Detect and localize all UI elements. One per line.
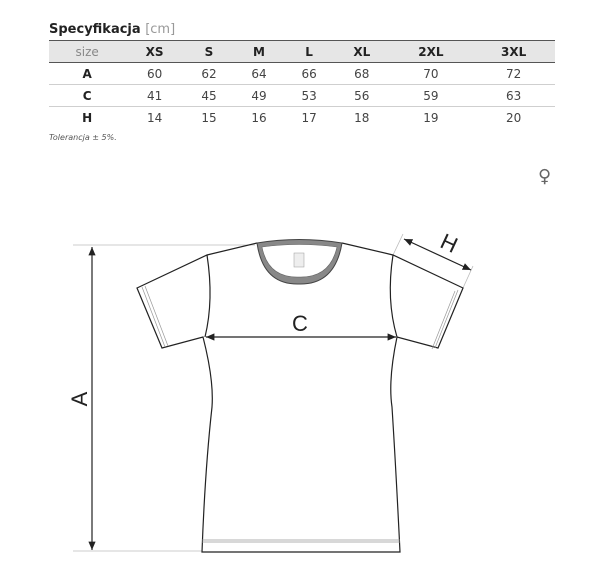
table-cell: 14 [146,110,163,125]
table-cell: 70 [389,62,473,85]
header-cell: XL [334,40,390,63]
header-size: size [49,40,126,63]
table-cell: 59 [389,84,473,107]
table-row: C 41 45 49 53 56 59 63 [49,84,555,107]
size-table: size XS S M L XL 2XL 3XL A 60 62 64 66 68 70 72… [49,40,555,128]
table-cell: 45 [183,84,234,107]
table-header-row: size XS S M L XL 2XL 3XL [49,40,555,63]
brand-label-icon [293,252,305,268]
table-cell: 15 [201,110,217,125]
header-cell: S [183,40,234,63]
tshirt-outline [136,242,464,553]
table-cell: 63 [472,84,555,107]
tolerance-note: Tolerancja ± 5%. [49,133,117,142]
table-row: H 14 15 16 17 18 19 20 [49,107,555,129]
table-cell: 64 [233,62,285,85]
table-cell: 53 [284,84,335,107]
table-cell: 41 [125,84,184,107]
header-cell: 3XL [472,40,555,63]
header-cell: XS [125,40,184,63]
table-cell: 72 [472,62,555,85]
table-cell: 19 [423,110,439,125]
table-cell: 17 [301,110,317,125]
h-extension-2 [462,265,474,289]
table-cell: 56 [334,84,390,107]
header-cell: L [284,40,335,63]
unit-text: [cm] [145,22,176,37]
table-cell: 18 [354,110,370,125]
table-cell: 66 [284,62,335,85]
header-cell: 2XL [389,40,473,63]
table-cell: 16 [251,110,267,125]
label-c: C [292,311,308,336]
title-text: Specyfikacja [49,22,141,37]
header-cell: M [233,40,285,63]
table-cell: 62 [183,62,234,85]
table-cell: 49 [233,84,285,107]
female-symbol-icon: ♀ [538,166,552,187]
table-row: A 60 62 64 66 68 70 72 [49,62,555,85]
h-extension-1 [392,233,404,256]
h-arrow [403,238,472,271]
table-cell: 20 [505,110,522,125]
table-cell: 60 [125,62,184,85]
row-label: A [49,62,126,85]
label-a: A [67,391,92,406]
table-cell: 68 [334,62,390,85]
label-h: H [437,229,462,258]
row-label: H [82,110,93,125]
spec-title: Specyfikacja [cm] [49,22,175,37]
row-label: C [49,84,126,107]
